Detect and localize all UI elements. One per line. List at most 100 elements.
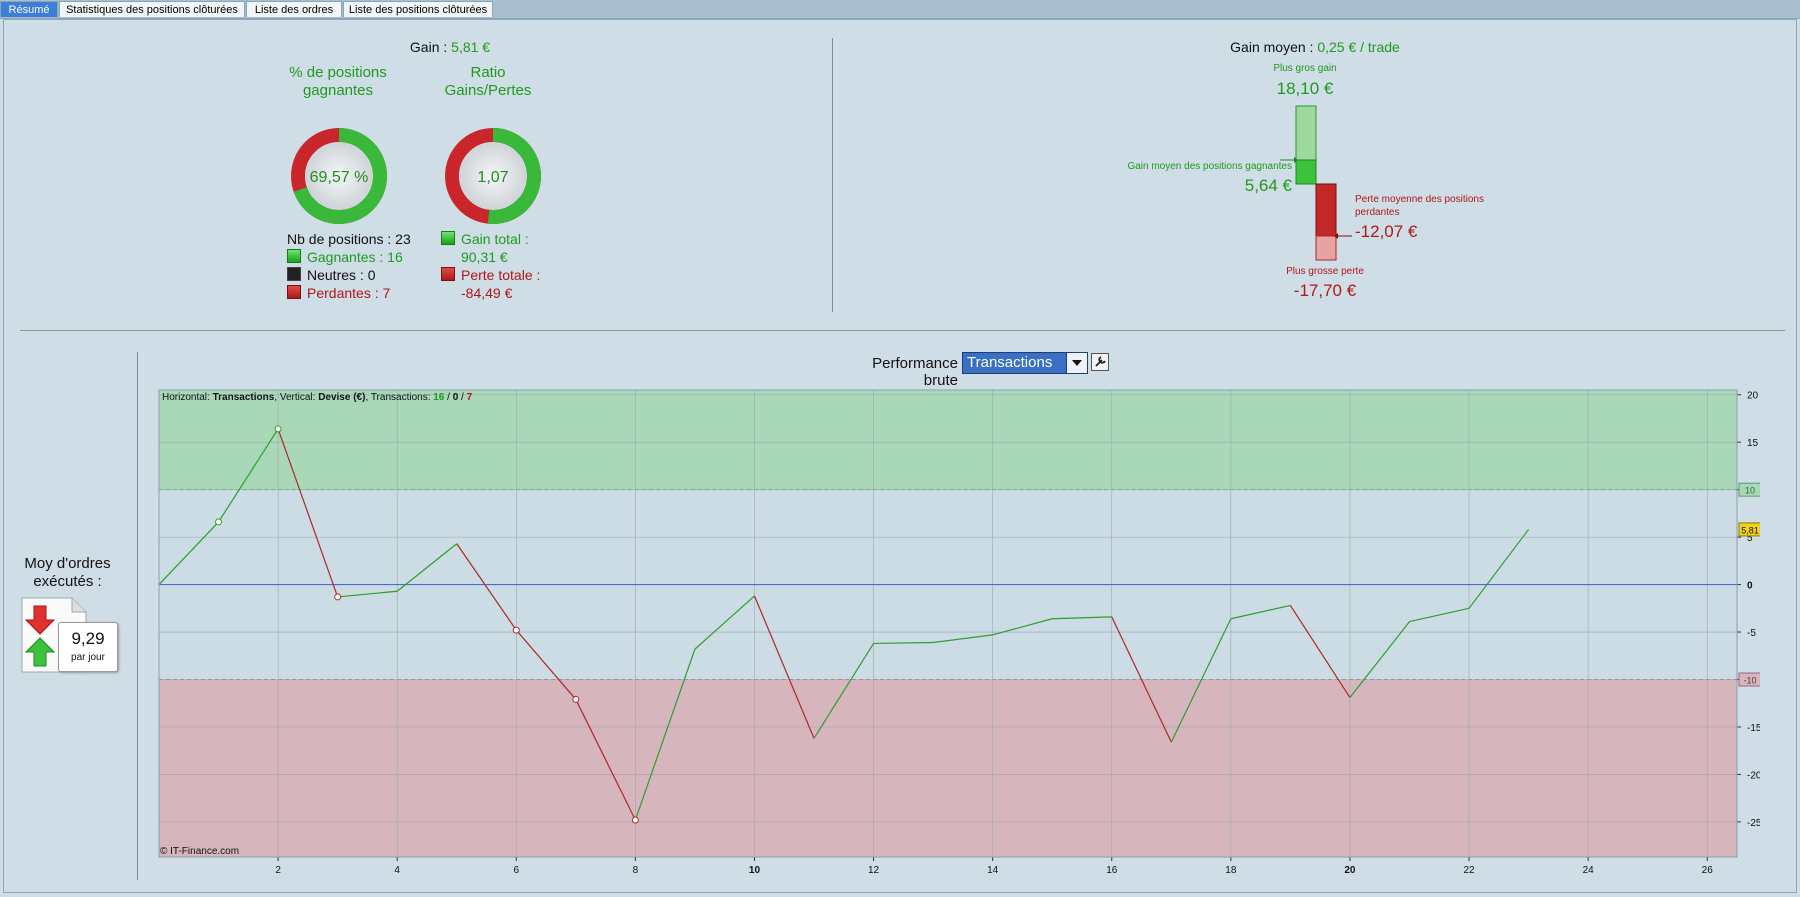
chevron-down-icon[interactable] <box>1066 353 1087 373</box>
gain-moyen-gagnantes-value: 5,64 € <box>1244 176 1292 195</box>
info-transactions: , Transactions: <box>365 392 433 403</box>
avg-gain-bar <box>1295 159 1317 185</box>
info-mid: , Vertical: <box>274 392 318 403</box>
orders-title-line2: exécutés : <box>33 573 102 590</box>
green-zone <box>159 390 1737 490</box>
tab-resume[interactable]: Résumé <box>0 1 58 17</box>
x-tick-label: 16 <box>1106 865 1118 876</box>
y-tick-label: 0 <box>1747 581 1753 592</box>
pct-title: % de positions gagnantes <box>289 64 387 99</box>
orders-unit: par jour <box>71 652 105 663</box>
y-tick-label: -15 <box>1747 723 1760 734</box>
ratio-donut-value: 1,07 <box>477 169 508 186</box>
tab-statistiques[interactable]: Statistiques des positions clôturées <box>59 1 245 17</box>
pct-donut: 69,57 % <box>291 128 387 224</box>
wrench-icon <box>1095 356 1106 367</box>
x-tick-label: 10 <box>749 865 761 876</box>
x-tick-label: 2 <box>275 865 281 876</box>
green-square-icon <box>287 249 301 263</box>
gain-total-value: 90,31 € <box>461 249 508 265</box>
tab-bar: Résumé Statistiques des positions clôtur… <box>0 0 1800 19</box>
series-segment <box>992 618 1053 636</box>
info-win-count: 16 <box>433 392 445 403</box>
y-tick-label: 20 <box>1747 391 1759 402</box>
ratio-donut-win <box>445 128 541 224</box>
perdantes-label: Perdantes : 7 <box>307 285 391 301</box>
plus-grosse-perte-value: -17,70 € <box>1293 281 1357 300</box>
series-segment <box>396 543 458 592</box>
last-value-tag-label: 5,81 <box>1741 525 1759 535</box>
perf-select[interactable]: Transactions <box>962 352 1088 374</box>
last-value-tag-box <box>1738 522 1760 537</box>
gain-value: 5,81 € <box>451 39 491 55</box>
data-point <box>572 695 580 703</box>
y-tick-label: -5 <box>1747 628 1756 639</box>
series-segment <box>218 428 279 523</box>
data-point <box>215 518 223 526</box>
red-square-icon <box>287 285 301 299</box>
performance-chart: 20151050-5-10-15-20-25 24681012141618202… <box>158 389 1760 876</box>
perf-label: Performance brute <box>872 355 958 389</box>
perte-moyenne-value: -12,07 € <box>1355 222 1418 241</box>
plus-gros-gain-label: Plus gros gain <box>1273 63 1337 74</box>
lower-threshold-tag-box <box>1738 672 1760 687</box>
perte-totale: Perte totale : <box>441 266 540 284</box>
series-segment <box>1111 616 1172 743</box>
series-segment <box>1052 616 1112 620</box>
x-tick-label: 8 <box>633 865 639 876</box>
avg-loss-bar <box>1315 183 1337 237</box>
perte-moyenne-label-line2: perdantes <box>1355 207 1400 218</box>
data-point <box>274 425 282 433</box>
chart-copyright: © IT-Finance.com <box>160 846 239 857</box>
ratio-donut-center <box>460 143 526 209</box>
count-neutres: Neutres : 0 <box>287 266 411 284</box>
gagnantes-label: Gagnantes : 16 <box>307 249 403 265</box>
series-segment <box>634 648 696 821</box>
info-horizontal: Transactions <box>213 392 275 403</box>
info-loss-count: 7 <box>467 392 473 403</box>
x-tick-label: 20 <box>1344 865 1356 876</box>
tab-liste-ordres[interactable]: Liste des ordres <box>246 1 342 17</box>
y-tick-label: -20 <box>1747 770 1760 781</box>
series-segment <box>515 629 577 700</box>
y-tick-label: 15 <box>1747 438 1759 449</box>
red-zone <box>159 679 1737 857</box>
gain-moyen-header: Gain moyen : 0,25 € / trade <box>1100 39 1530 55</box>
ratio-title: Ratio Gains/Pertes <box>444 64 532 99</box>
data-point <box>631 816 639 824</box>
series-segment <box>337 590 398 598</box>
series-segment <box>1468 529 1530 609</box>
x-tick-label: 6 <box>514 865 520 876</box>
info-prefix: Horizontal: <box>162 392 213 403</box>
series-segment <box>1230 604 1291 620</box>
x-tick-label: 24 <box>1583 865 1595 876</box>
plus-grosse-perte-label: Plus grosse perte <box>1286 266 1364 277</box>
series-segment <box>575 699 636 821</box>
avg-loss-arrow-icon <box>1334 233 1338 239</box>
orders-value: 9,29 <box>71 629 105 648</box>
tab-liste-positions[interactable]: Liste des positions clôturées <box>343 1 493 17</box>
pct-donut-value: 69,57 % <box>310 169 369 186</box>
left-panel-divider <box>137 352 138 880</box>
info-neutral-count: 0 <box>453 392 459 403</box>
gain-header: Gain : 5,81 € <box>300 39 600 55</box>
gain-total-label: Gain total : <box>461 231 529 247</box>
horizontal-divider <box>20 330 1785 331</box>
orders-title-line1: Moy d'ordres <box>24 555 111 572</box>
perte-totale-value: -84,49 € <box>461 285 513 301</box>
series-segment <box>277 428 339 598</box>
pct-donut-win <box>291 128 387 224</box>
x-tick-label: 26 <box>1702 865 1714 876</box>
gain-moyen-label: Gain moyen : <box>1230 39 1314 55</box>
series-segment <box>813 643 875 739</box>
avg-gain-arrow-icon <box>1294 157 1298 163</box>
chart-info: Horizontal: Transactions, Vertical: Devi… <box>162 392 473 403</box>
neutres-label: Neutres : 0 <box>307 267 376 283</box>
lower-threshold-tag-label: -10 <box>1743 676 1756 686</box>
ratio-donut: 1,07 <box>445 128 541 224</box>
count-perdantes: Perdantes : 7 <box>287 284 411 302</box>
series-segment <box>1409 607 1470 623</box>
gain-moyen-gagnantes-label: Gain moyen des positions gagnantes <box>1127 161 1292 172</box>
max-gain-bar <box>1295 105 1317 161</box>
settings-wrench-button[interactable] <box>1091 353 1109 371</box>
